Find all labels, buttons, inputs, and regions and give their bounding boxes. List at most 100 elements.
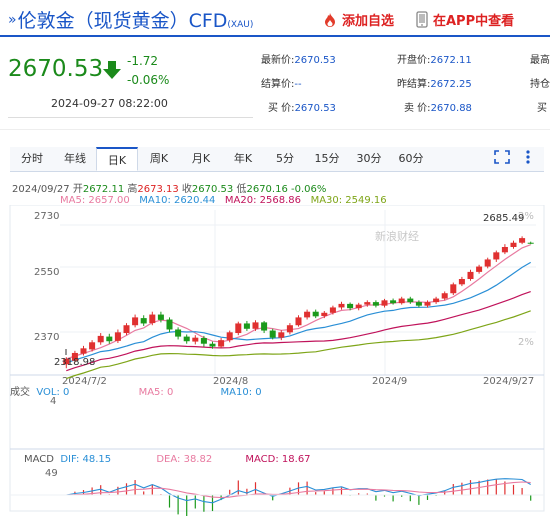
candle-body: [476, 266, 483, 272]
tab-8[interactable]: 30分: [356, 152, 382, 165]
instrument-symbol: (XAU): [227, 20, 254, 30]
candle-body: [329, 307, 336, 313]
x-tick-label: 2024/9/27: [483, 376, 534, 387]
min-price-label: 2318.98: [54, 357, 95, 368]
candle-body: [209, 343, 216, 347]
candle-body: [132, 317, 139, 326]
candle-body: [519, 238, 526, 243]
candle-body: [140, 318, 147, 324]
price-change: -1.72: [127, 54, 159, 68]
candle-body: [80, 348, 87, 354]
volume-legend: 成交 VOL: 0 MA5: 0 MA10: 0: [10, 387, 262, 398]
ma20-value: MA20: 2568.86: [224, 195, 302, 206]
settle-price-field: 结算价:--: [261, 79, 302, 90]
candle-body: [467, 271, 474, 279]
page-title: »伦敦金（现货黄金）CFD(XAU): [8, 6, 253, 33]
candle-body: [235, 323, 242, 334]
candle-body: [510, 242, 517, 247]
candle-body: [252, 322, 259, 329]
candle-body: [338, 303, 345, 308]
x-tick-label: 2024/9: [372, 376, 407, 387]
ohlc-low: 2670.16: [246, 184, 288, 195]
ma20-line: [66, 291, 531, 372]
candle-body: [398, 298, 405, 304]
tab-7[interactable]: 15分: [314, 152, 340, 165]
tab-5[interactable]: 年K: [233, 152, 253, 165]
candle-body: [441, 293, 448, 299]
macd-panel: [10, 478, 544, 516]
candle-body: [484, 259, 491, 267]
watermark: 新浪财经: [375, 229, 419, 243]
open-interest-field: 持仓: [530, 79, 550, 90]
candle-body: [278, 332, 285, 338]
pct-tick-label: 2%: [518, 211, 534, 222]
candle-body: [269, 330, 276, 338]
candle-body: [192, 337, 199, 342]
candle-body: [106, 336, 113, 342]
tab-6[interactable]: 5分: [276, 152, 294, 165]
ma5-line: [66, 244, 531, 360]
ma10-value: MA10: 2620.44: [139, 195, 216, 206]
ma10-line: [66, 261, 532, 364]
candlestick-chart[interactable]: 2730 2550 2370 2% 2% 2024/7/2 2024/8 2024/9 2024…: [0, 205, 550, 516]
candle-body: [71, 352, 78, 361]
fullscreen-icon[interactable]: [494, 150, 510, 164]
quote-timestamp: 2024-09-27 08:22:00: [51, 97, 168, 110]
max-price-label: 2685.49: [483, 213, 524, 224]
tab-0[interactable]: 分时: [21, 152, 43, 165]
tab-9[interactable]: 60分: [398, 152, 424, 165]
candle-body: [89, 342, 96, 350]
ma-legend: MA5: 2657.00 MA10: 2620.44 MA20: 2568.86…: [60, 195, 387, 206]
period-tabs: 分时 年线 日K 周K 月K 年K 5分 15分 30分 60分: [10, 147, 544, 172]
candle-body: [381, 300, 388, 306]
view-in-app-label: 在APP中查看: [433, 14, 515, 29]
price-change-percent: -0.06%: [127, 73, 170, 87]
macd-dif: DIF: 48.15: [60, 454, 112, 465]
candle-body: [123, 325, 130, 334]
candle-body: [261, 322, 268, 331]
volume-ma5: MA5: 0: [138, 387, 174, 398]
candle-body: [175, 329, 182, 337]
macd-dea-line: [66, 481, 531, 499]
view-in-app-button[interactable]: 在APP中查看: [416, 10, 514, 29]
candle-body: [226, 332, 233, 341]
more-options-icon[interactable]: [523, 149, 533, 165]
y-tick-label: 2550: [34, 267, 59, 278]
y-tick-label: 2370: [34, 332, 59, 343]
ma5-value: MA5: 2657.00: [60, 195, 130, 206]
add-to-watchlist-button[interactable]: 添加自选: [322, 10, 394, 29]
ohlc-date: 2024/09/27: [12, 184, 70, 195]
y-tick-label: 2730: [34, 211, 59, 222]
instrument-name: 伦敦金（现货黄金）CFD: [17, 10, 228, 32]
ohlc-high: 2673.13: [137, 184, 179, 195]
candle-body: [501, 247, 508, 253]
volume-ma10: MA10: 0: [220, 387, 262, 398]
moving-average-lines: [66, 244, 532, 380]
candle-body: [450, 284, 457, 294]
tab-1[interactable]: 年线: [64, 152, 86, 165]
macd-axis-top: 49: [45, 468, 58, 479]
bid-price-field: 买 价:2670.53: [268, 103, 336, 114]
macd-dea: DEA: 38.82: [156, 454, 213, 465]
candle-body: [364, 302, 371, 305]
tab-2[interactable]: 日K: [96, 147, 138, 171]
candle-body: [63, 359, 70, 365]
candle-body: [424, 302, 431, 306]
ma30-value: MA30: 2549.16: [310, 195, 387, 206]
macd-value: MACD: 18.67: [245, 454, 311, 465]
candle-body: [304, 311, 311, 318]
candle-body: [286, 325, 293, 333]
tab-4[interactable]: 月K: [191, 152, 211, 165]
ma30-line: [66, 310, 531, 380]
tab-3[interactable]: 周K: [149, 152, 169, 165]
ohlc-percent: -0.06%: [291, 184, 327, 195]
divider: [8, 117, 253, 118]
candle-body: [347, 303, 354, 309]
chart-labels: 2685.49 2318.98: [54, 213, 524, 368]
candle-body: [312, 311, 319, 317]
candle-body: [321, 312, 328, 316]
candle-body: [97, 335, 104, 343]
candle-body: [200, 338, 207, 344]
macd-legend: MACD DIF: 48.15 DEA: 38.82 MACD: 18.67: [24, 454, 311, 465]
candle-body: [407, 298, 414, 303]
